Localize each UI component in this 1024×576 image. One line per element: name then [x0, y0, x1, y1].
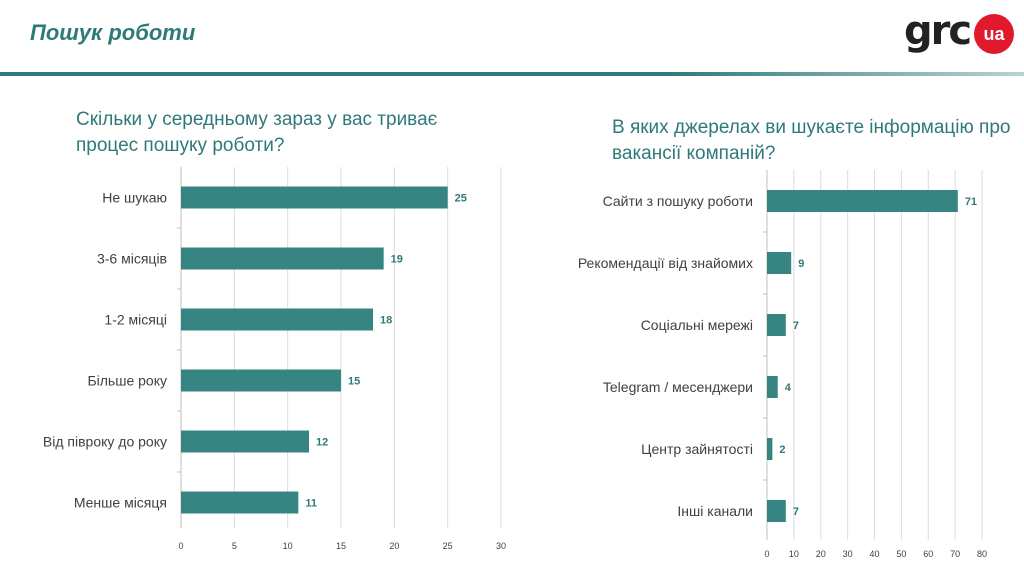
right-chart-title: В яких джерелах ви шукаєте інформацію пр… [612, 117, 1011, 164]
logo-badge: ua [974, 14, 1014, 54]
left-data-label: 12 [316, 437, 328, 449]
right-bar [767, 376, 778, 398]
left-bar [181, 430, 309, 453]
left-data-label: 25 [455, 193, 467, 205]
left-category-label: Менше місяця [74, 495, 167, 511]
left-tick-label: 20 [389, 541, 399, 551]
right-data-label: 7 [793, 320, 799, 332]
left-tick-label: 25 [443, 541, 453, 551]
right-category-label: Telegram / месенджери [603, 379, 753, 395]
logo-text: grc [904, 8, 972, 54]
page-title: Пошук роботи [30, 20, 196, 45]
header-divider [0, 72, 1024, 76]
left-category-label: 3-6 місяців [97, 251, 167, 267]
left-category-label: Від півроку до року [43, 434, 167, 450]
grc-logo: grc ua [904, 8, 1014, 60]
left-bar [181, 308, 373, 331]
right-data-label: 7 [793, 506, 799, 518]
right-tick-label: 30 [843, 549, 853, 559]
right-category-label: Інші канали [677, 503, 753, 519]
left-category-label: 1-2 місяці [104, 312, 167, 328]
right-category-label: Сайти з пошуку роботи [603, 193, 753, 209]
left-category-label: Більше року [87, 373, 167, 389]
left-bar [181, 186, 448, 209]
right-category-label: Соціальні мережі [641, 317, 753, 333]
left-tick-label: 10 [283, 541, 293, 551]
left-data-label: 19 [391, 254, 403, 266]
left-tick-label: 5 [232, 541, 237, 551]
left-bar [181, 491, 299, 514]
right-bar [767, 252, 792, 274]
right-bar [767, 500, 786, 522]
right-tick-label: 80 [977, 549, 987, 559]
left-chart-title: Скільки у середньому зараз у вас триває … [76, 109, 438, 156]
left-bar [181, 247, 384, 270]
right-data-label: 4 [785, 382, 792, 394]
right-category-label: Рекомендації від знайомих [578, 255, 753, 271]
right-data-label: 9 [798, 258, 804, 270]
right-data-label: 71 [965, 196, 977, 208]
left-data-label: 18 [380, 315, 392, 327]
right-category-label: Центр зайнятості [641, 441, 753, 457]
left-data-label: 15 [348, 376, 360, 388]
right-tick-label: 10 [789, 549, 799, 559]
right-bar [767, 314, 786, 336]
right-tick-label: 20 [816, 549, 826, 559]
left-tick-label: 30 [496, 541, 506, 551]
left-tick-label: 0 [178, 541, 183, 551]
left-data-label: 11 [305, 498, 317, 510]
left-tick-label: 15 [336, 541, 346, 551]
left-category-label: Не шукаю [102, 190, 167, 206]
left-bar [181, 369, 341, 392]
right-tick-label: 60 [923, 549, 933, 559]
right-tick-label: 70 [950, 549, 960, 559]
right-tick-label: 0 [764, 549, 769, 559]
right-tick-label: 40 [869, 549, 879, 559]
right-bar [767, 190, 958, 212]
right-data-label: 2 [779, 444, 785, 456]
right-bar [767, 438, 773, 460]
right-tick-label: 50 [896, 549, 906, 559]
